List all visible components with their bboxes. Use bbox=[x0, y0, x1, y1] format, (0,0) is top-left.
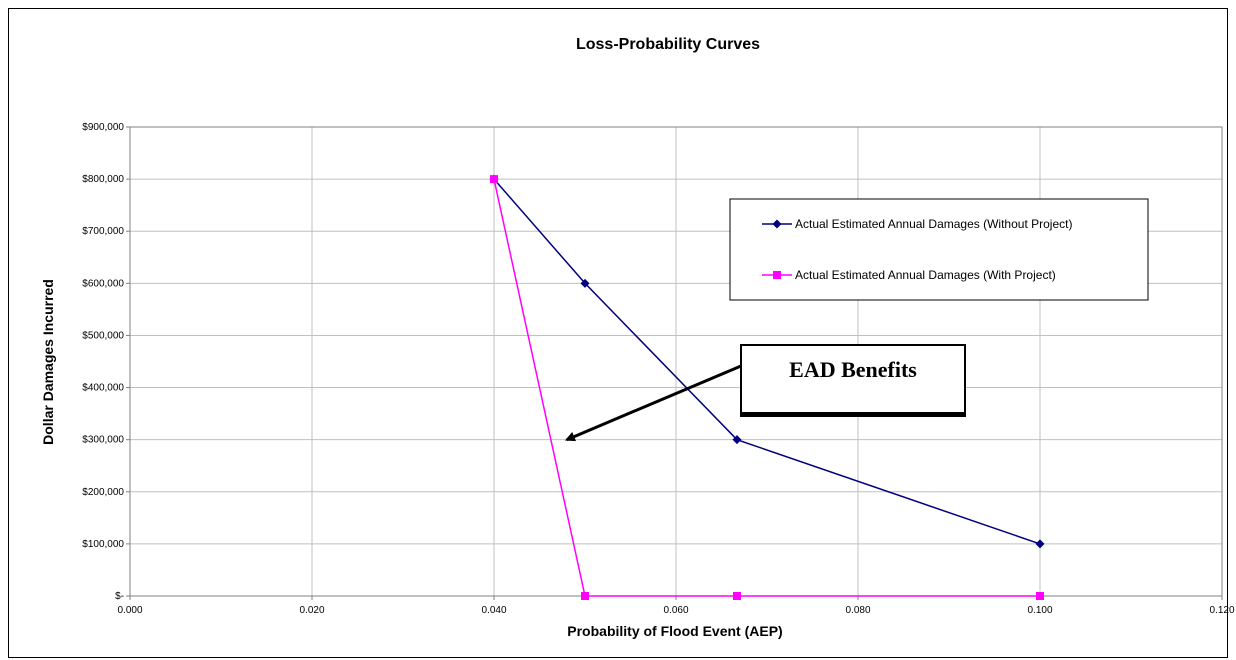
legend: Actual Estimated Annual Damages (Without… bbox=[729, 198, 1149, 301]
y-tick-label: $- bbox=[115, 591, 124, 602]
y-tick-label: $800,000 bbox=[82, 174, 124, 185]
legend-marker-square bbox=[773, 271, 781, 279]
y-tick-label: $600,000 bbox=[82, 278, 124, 289]
data-point-square bbox=[1036, 592, 1044, 600]
x-axis-title: Probability of Flood Event (AEP) bbox=[567, 623, 782, 639]
chart-title: Loss-Probability Curves bbox=[576, 36, 760, 53]
y-tick-label: $300,000 bbox=[82, 435, 124, 446]
legend-label-with-project: Actual Estimated Annual Damages (With Pr… bbox=[795, 268, 1056, 282]
x-tick-label: 0.060 bbox=[663, 605, 688, 616]
callout-text: EAD Benefits bbox=[789, 357, 917, 382]
series-lines bbox=[489, 174, 1045, 600]
x-tick-label: 0.000 bbox=[117, 605, 142, 616]
y-axis-title: Dollar Damages Incurred bbox=[40, 279, 56, 445]
y-tick-label: $500,000 bbox=[82, 330, 124, 341]
data-point-diamond bbox=[1035, 539, 1045, 549]
grid-lines bbox=[130, 126, 1222, 596]
x-tick-label: 0.100 bbox=[1027, 605, 1052, 616]
callout-box bbox=[740, 344, 966, 417]
y-tick-label: $400,000 bbox=[82, 383, 124, 394]
y-tick-label: $700,000 bbox=[82, 226, 124, 237]
data-point-square bbox=[732, 592, 741, 600]
chart-frame bbox=[8, 8, 1228, 658]
tick-labels: $- $100,000 $200,000 $300,000 $400,000 $500,0… bbox=[82, 122, 1235, 616]
legend-box bbox=[729, 198, 1149, 301]
data-point-diamond bbox=[732, 435, 742, 445]
data-point-diamond bbox=[580, 278, 590, 288]
y-tick-label: $200,000 bbox=[82, 487, 124, 498]
x-tick-label: 0.120 bbox=[1209, 605, 1234, 616]
series-line-2 bbox=[493, 178, 1040, 597]
callout-arrow bbox=[564, 364, 742, 442]
axes bbox=[126, 126, 1223, 600]
y-tick-label: $900,000 bbox=[82, 122, 124, 133]
data-point-square bbox=[581, 592, 589, 600]
ead-benefits-callout: EAD Benefits bbox=[564, 344, 966, 442]
callout-box-shadow bbox=[741, 412, 965, 416]
x-tick-label: 0.040 bbox=[481, 605, 506, 616]
legend-marker-diamond bbox=[772, 219, 782, 229]
x-tick-label: 0.020 bbox=[299, 605, 324, 616]
legend-label-without-project: Actual Estimated Annual Damages (Without… bbox=[795, 217, 1072, 231]
y-tick-label: $100,000 bbox=[82, 539, 124, 550]
x-tick-label: 0.080 bbox=[845, 605, 870, 616]
series-line-1 bbox=[493, 178, 1041, 545]
data-point-square bbox=[490, 175, 498, 184]
